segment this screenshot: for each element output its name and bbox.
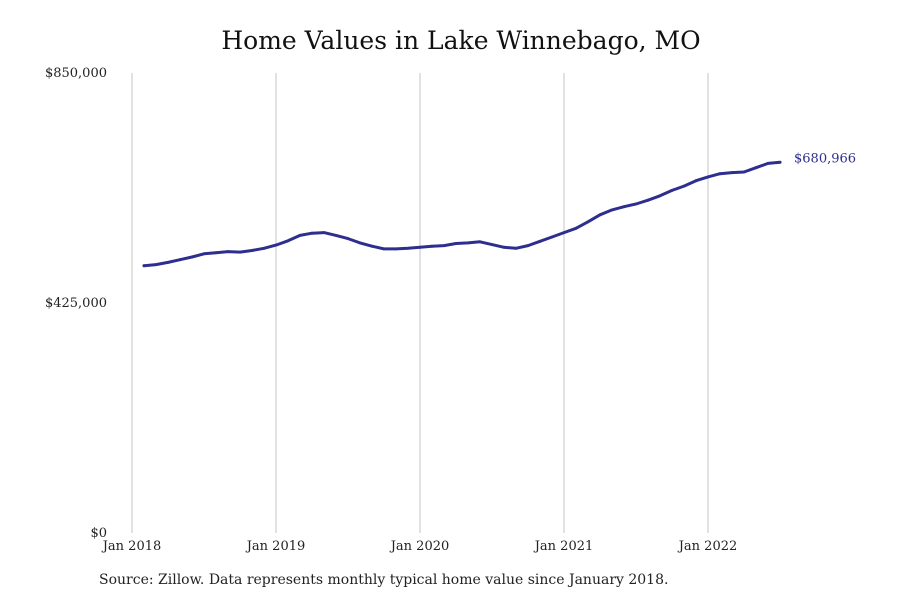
- data-point: [154, 263, 158, 266]
- data-point: [442, 244, 446, 248]
- data-point: [274, 243, 278, 247]
- x-tick-label: Jan 2018: [101, 539, 162, 554]
- data-point: [598, 213, 602, 217]
- data-point: [418, 245, 422, 249]
- data-point: [670, 189, 674, 192]
- data-point: [142, 264, 146, 268]
- data-point: [454, 242, 458, 245]
- data-point: [382, 247, 386, 251]
- data-point: [466, 241, 470, 245]
- x-tick-label: Jan 2019: [245, 539, 306, 554]
- data-point: [562, 231, 566, 235]
- data-point: [526, 244, 530, 248]
- data-point: [490, 243, 494, 247]
- data-point: [298, 234, 302, 237]
- data-point: [166, 261, 170, 264]
- data-point: [694, 179, 698, 183]
- data-point: [250, 249, 254, 252]
- data-point: [394, 247, 398, 251]
- data-point: [574, 226, 578, 230]
- x-tick-label: Jan 2022: [677, 539, 738, 554]
- data-point: [334, 234, 338, 237]
- data-point: [226, 250, 230, 254]
- data-point: [214, 251, 218, 255]
- data-point: [658, 194, 662, 198]
- data-point: [718, 172, 722, 176]
- x-tick-label: Jan 2020: [389, 539, 450, 554]
- data-point: [502, 245, 506, 249]
- data-point: [646, 198, 650, 202]
- data-point: [178, 258, 182, 262]
- data-point: [514, 246, 518, 250]
- data-point: [742, 170, 746, 174]
- y-axis-ticks: $0 $425,000 $850,000: [45, 66, 107, 541]
- data-point: [202, 252, 206, 256]
- data-point: [586, 220, 590, 224]
- data-point: [262, 246, 266, 250]
- data-point: [346, 237, 350, 241]
- data-point: [406, 246, 410, 250]
- data-point: [358, 241, 362, 245]
- x-axis-ticks: Jan 2018 Jan 2019 Jan 2020 Jan 2021 Jan 2022: [101, 539, 738, 554]
- y-tick-label: $0: [90, 526, 107, 541]
- series-layer: $680,966: [142, 151, 856, 268]
- data-point: [430, 244, 434, 248]
- x-tick-label: Jan 2021: [533, 539, 594, 554]
- data-point: [550, 235, 554, 239]
- data-point: [238, 250, 242, 254]
- data-point: [682, 184, 686, 188]
- y-tick-label: $425,000: [45, 296, 107, 311]
- series-line: [142, 160, 782, 268]
- data-point: [706, 175, 710, 179]
- data-point: [370, 244, 374, 248]
- y-tick-label: $850,000: [45, 66, 107, 81]
- end-value-label: $680,966: [794, 151, 856, 166]
- data-point: [610, 208, 614, 212]
- data-point: [634, 202, 638, 206]
- chart-title: Home Values in Lake Winnebago, MO: [221, 26, 701, 55]
- data-point: [622, 205, 626, 209]
- data-point: [322, 231, 326, 235]
- source-note: Source: Zillow. Data represents monthly …: [99, 572, 669, 588]
- grid-lines: [131, 73, 709, 533]
- data-point: [754, 166, 758, 170]
- data-point: [766, 162, 770, 165]
- data-point: [778, 160, 782, 164]
- data-point: [286, 239, 290, 243]
- data-point: [310, 231, 314, 235]
- data-point: [538, 239, 542, 243]
- data-point: [730, 171, 734, 175]
- data-point: [190, 255, 194, 259]
- data-point: [478, 240, 482, 244]
